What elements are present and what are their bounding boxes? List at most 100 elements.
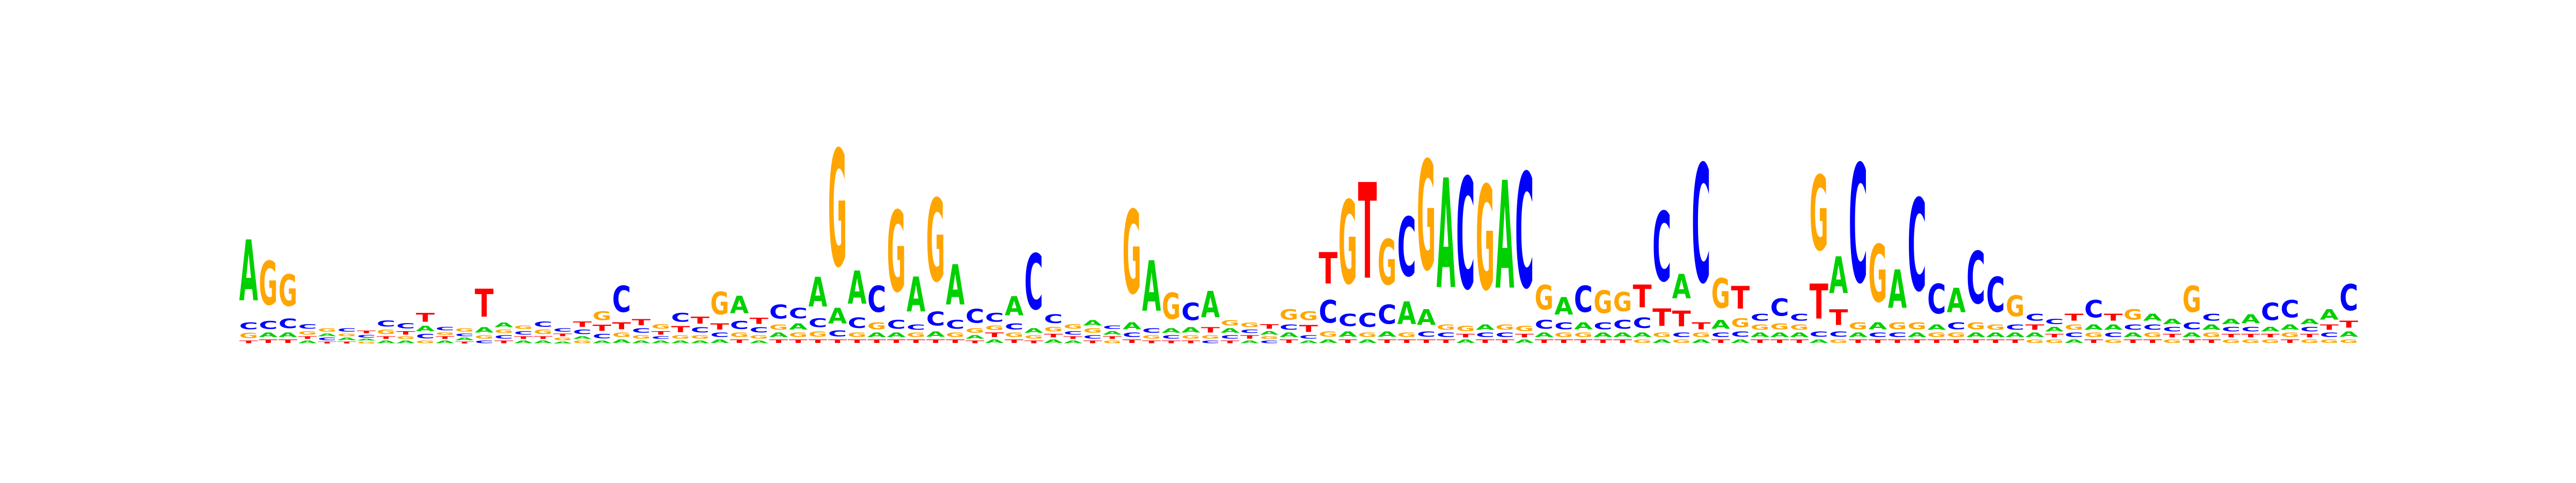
logo-letter-c: C [1378,300,1396,331]
logo-letter-g: G [867,320,886,332]
logo-letter-t: T [1005,339,1023,344]
logo-letter-a: A [1966,332,1986,339]
logo-letter-g: G [671,334,690,340]
logo-letter-a: A [1986,332,2006,339]
logo-letter-t: T [1201,326,1220,334]
logo-letter-a: A [1849,332,1868,339]
logo-letter-t: T [965,340,984,344]
logo-letter-a: A [789,322,808,332]
logo-letter-g: G [750,334,769,340]
logo-letter-g: G [318,327,336,333]
logo-letter-g: G [1162,286,1181,327]
logo-letter-a: A [1927,323,1946,332]
logo-letter-t: T [2300,333,2319,338]
logo-letter-c: C [1986,267,2005,323]
logo-letter-g: G [2143,332,2162,339]
logo-letter-c: C [1319,294,1337,331]
logo-letter-g: G [338,333,356,338]
logo-letter-t: T [789,339,808,344]
logo-letter-t: T [1849,339,1868,344]
logo-letter-c: C [1103,325,1122,330]
logo-letter-c: C [867,279,886,320]
logo-letter-c: C [357,334,376,339]
logo-letter-g: G [1044,326,1063,333]
logo-letter-t: T [1319,244,1337,294]
logo-letter-t: T [1535,339,1554,344]
logo-glyph-stack: TGCATACGTACGATGCTCAGTAGCGACTATGCAGTCGCAT… [239,118,2359,344]
logo-letter-g: G [2280,332,2299,339]
logo-letter-t: T [455,341,474,344]
logo-letter-t: T [1633,279,1652,315]
logo-letter-g: G [396,336,415,340]
logo-letter-a: A [1476,323,1495,332]
logo-letter-c: C [494,334,513,340]
logo-letter-g: G [1810,154,1828,274]
logo-letter-g: G [1829,339,1848,344]
logo-letter-t: T [1790,339,1809,344]
logo-letter-c: C [632,327,650,334]
logo-letter-a: A [533,340,552,344]
logo-letter-g: G [848,332,867,339]
logo-letter-g: G [592,309,611,323]
logo-letter-t: T [1927,339,1946,344]
logo-letter-t: T [828,339,847,344]
logo-letter-g: G [377,329,396,336]
logo-letter-g: G [1495,324,1514,332]
logo-letter-c: C [2300,326,2319,333]
logo-letter-t: T [1024,340,1043,344]
logo-letter-g: G [357,341,376,344]
logo-letter-a: A [279,332,298,339]
logo-letter-a: A [965,334,985,340]
logo-letter-a: A [592,340,611,344]
logo-letter-a: A [946,254,964,318]
logo-letter-c: C [1240,329,1259,334]
logo-letter-g: G [416,340,435,345]
logo-letter-c: C [1064,330,1082,335]
logo-letter-g: G [1515,325,1534,333]
logo-letter-g: G [1711,271,1730,318]
logo-letter-a: A [828,304,847,329]
logo-letter-a: A [711,339,730,344]
logo-letter-t: T [2280,339,2299,344]
logo-letter-c: C [1947,320,1966,332]
logo-letter-t: T [1554,339,1573,344]
logo-letter-a: A [2124,332,2143,339]
logo-letter-t: T [1476,339,1495,344]
logo-letter-t: T [691,315,710,326]
logo-letter-g: G [1083,327,1102,334]
logo-letter-g: G [1417,130,1436,305]
logo-letter-c: C [1810,330,1828,339]
logo-letter-c: C [2241,326,2260,333]
logo-letter-a: A [2222,318,2241,326]
logo-letter-c: C [1554,320,1573,332]
logo-letter-c: C [573,329,591,336]
logo-letter-a: A [985,339,1005,344]
logo-letter-c: C [1417,330,1436,339]
logo-letter-g: G [1868,229,1887,320]
logo-letter-a: A [1201,284,1220,326]
logo-letter-c: C [1142,327,1161,334]
logo-letter-a: A [416,325,435,333]
logo-letter-c: C [1790,312,1809,323]
logo-letter-a: A [926,330,945,339]
logo-letter-g: G [533,329,552,336]
logo-letter-c: C [396,322,415,331]
logo-letter-c: C [730,319,749,331]
logo-letter-c: C [946,317,964,331]
logo-letter-t: T [1437,339,1455,344]
logo-letter-t: T [377,335,396,340]
logo-letter-t: T [887,339,906,344]
logo-letter-g: G [887,188,906,318]
logo-letter-g: G [1220,319,1239,327]
logo-letter-g: G [1260,336,1279,340]
logo-letter-g: G [906,332,925,339]
logo-letter-c: C [1338,311,1357,330]
logo-letter-a: A [1613,332,1633,339]
logo-letter-c: C [1437,332,1455,339]
logo-letter-t: T [279,339,297,344]
logo-letter-g: G [2084,332,2103,339]
logo-letter-c: C [1849,131,1868,320]
logo-letter-a: A [1260,330,1279,335]
logo-letter-t: T [1378,339,1396,344]
